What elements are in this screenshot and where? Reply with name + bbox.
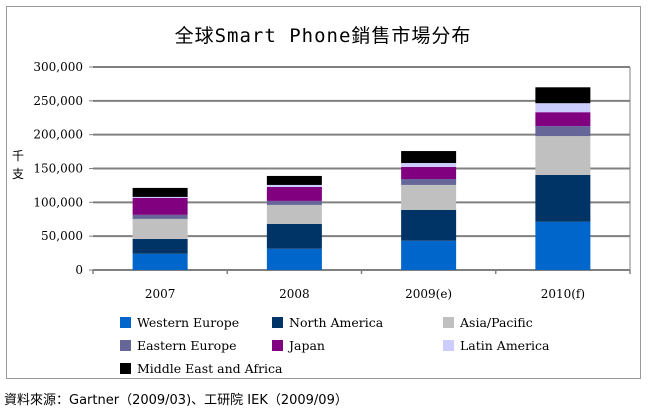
legend-label: Eastern Europe <box>137 338 237 353</box>
bar-segment-eastern-europe <box>266 200 322 205</box>
legend-swatch <box>120 340 131 351</box>
y-tick-label: 250,000 <box>33 94 83 108</box>
bar-segment-japan <box>132 197 188 215</box>
y-tick-label: 50,000 <box>41 229 83 243</box>
y-axis-label-char: 千 <box>12 149 24 163</box>
legend-swatch <box>272 340 283 351</box>
y-tick-label: 300,000 <box>33 60 83 74</box>
y-tick-label: 0 <box>75 263 83 277</box>
bar-segment-eastern-europe <box>401 178 457 185</box>
legend-label: North America <box>289 315 384 330</box>
bar-segment-japan <box>401 167 457 179</box>
source-note: 資料來源：Gartner（2009/03)、工研院 IEK（2009/09） <box>4 393 348 408</box>
bar-segment-north-america <box>132 238 188 254</box>
bar-segment-latin-america <box>401 163 457 168</box>
chart-border <box>6 6 641 379</box>
legend-swatch <box>120 317 131 328</box>
bar-segment-asia-pacific <box>266 204 322 224</box>
bar-segment-western-europe <box>132 253 188 270</box>
legend-label: Asia/Pacific <box>459 315 533 330</box>
bar-segment-western-europe <box>535 221 591 270</box>
legend-swatch <box>120 363 131 374</box>
y-tick-label: 100,000 <box>33 195 83 209</box>
bar-segment-middle-east-and-africa <box>266 175 322 185</box>
bar-segment-western-europe <box>401 240 457 270</box>
chart-title: 全球Smart Phone銷售市場分布 <box>175 25 472 47</box>
bar-segment-middle-east-and-africa <box>401 151 457 164</box>
legend-label: Middle East and Africa <box>137 361 283 376</box>
bar-segment-asia-pacific <box>535 136 591 175</box>
bar-segment-asia-pacific <box>401 184 457 210</box>
bar-segment-middle-east-and-africa <box>535 87 591 104</box>
bar-segment-latin-america <box>266 184 322 187</box>
legend-swatch <box>272 317 283 328</box>
bar-segment-western-europe <box>266 248 322 270</box>
legend-swatch <box>443 317 454 328</box>
x-tick-label: 2008 <box>279 287 310 301</box>
bar-segment-japan <box>535 112 591 127</box>
bar-segment-eastern-europe <box>535 126 591 137</box>
legend-label: Latin America <box>460 338 550 353</box>
bar-segment-latin-america <box>132 196 188 198</box>
bar-segment-north-america <box>535 174 591 222</box>
bar-segment-north-america <box>401 209 457 241</box>
bar-segment-latin-america <box>535 103 591 113</box>
y-axis-label-char: 支 <box>12 167 24 181</box>
x-tick-label: 2007 <box>145 287 176 301</box>
bar-segment-asia-pacific <box>132 218 188 239</box>
y-tick-label: 150,000 <box>33 162 83 176</box>
bar-segment-north-america <box>266 223 322 249</box>
y-tick-label: 200,000 <box>33 128 83 142</box>
x-tick-label: 2009(e) <box>405 287 452 301</box>
bar-segment-eastern-europe <box>132 214 188 219</box>
bar-segment-middle-east-and-africa <box>132 187 188 197</box>
legend-swatch <box>443 340 454 351</box>
legend-label: Japan <box>287 338 325 353</box>
x-tick-label: 2010(f) <box>541 287 585 301</box>
bar-segment-japan <box>266 186 322 201</box>
legend-label: Western Europe <box>137 315 239 330</box>
